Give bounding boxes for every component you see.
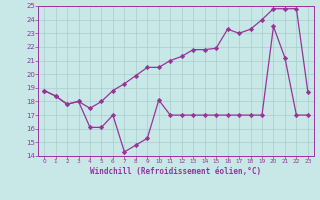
X-axis label: Windchill (Refroidissement éolien,°C): Windchill (Refroidissement éolien,°C) <box>91 167 261 176</box>
